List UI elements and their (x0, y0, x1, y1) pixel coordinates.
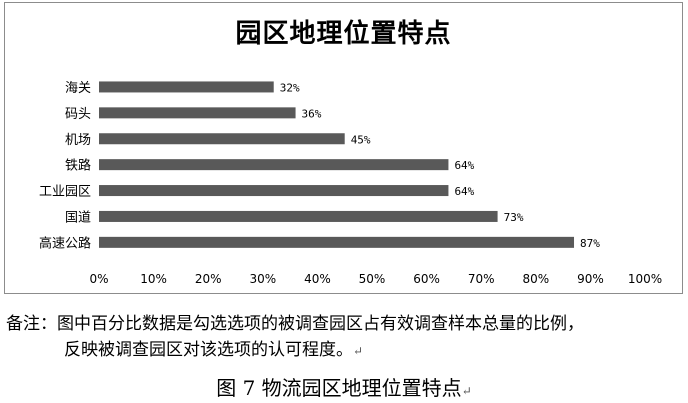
x-tick-label: 80% (522, 272, 549, 286)
x-tick-label: 50% (359, 272, 386, 286)
bar (99, 185, 449, 197)
category-label: 国道 (65, 210, 91, 225)
x-tick-label: 10% (140, 272, 167, 286)
bar (99, 210, 498, 222)
chart-note: 备注：图中百分比数据是勾选选项的被调查园区占有效调查样本总量的比例， 反映被调查… (6, 311, 686, 364)
paragraph-mark-icon: ↵ (353, 344, 364, 358)
data-label: 87% (580, 237, 600, 250)
chart-frame: 园区地理位置特点 海关 32% 码头 36% 机场 45% 铁路 64% 工业园区 64% 国道 73… (4, 2, 683, 294)
x-tick-label: 0% (89, 272, 108, 286)
bar (99, 236, 575, 248)
x-tick-label: 20% (195, 272, 222, 286)
category-label: 工业园区 (39, 185, 91, 200)
data-label: 36% (302, 107, 322, 120)
paragraph-mark-icon: ↵ (461, 384, 472, 398)
data-label: 73% (504, 211, 524, 224)
x-tick-label: 30% (249, 272, 276, 286)
x-tick-label: 90% (577, 272, 604, 286)
data-label: 64% (454, 159, 474, 172)
note-line-1: 备注：图中百分比数据是勾选选项的被调查园区占有效调查样本总量的比例， (6, 314, 584, 334)
data-label: 64% (454, 185, 474, 198)
x-tick-label: 70% (468, 272, 495, 286)
bar (99, 107, 296, 119)
figure-caption-text: 图 7 物流园区地理位置特点 (216, 376, 462, 400)
category-label: 铁路 (65, 158, 91, 174)
data-label: 32% (280, 81, 300, 94)
figure-caption: 图 7 物流园区地理位置特点↵ (0, 372, 688, 401)
note-line-2: 反映被调查园区对该选项的认可程度。↵ (6, 337, 686, 364)
data-label: 45% (351, 133, 371, 146)
category-label: 码头 (65, 107, 91, 122)
chart-title: 园区地理位置特点 (235, 19, 452, 49)
bar (99, 133, 345, 145)
bar (99, 159, 449, 171)
bar-chart: 海关 32% 码头 36% 机场 45% 铁路 64% 工业园区 64% 国道 73% 高速公路 87% 0… (39, 81, 662, 286)
bar (99, 81, 274, 93)
category-label: 海关 (65, 81, 91, 96)
x-tick-label: 100% (628, 272, 662, 286)
category-label: 高速公路 (39, 235, 91, 251)
x-tick-label: 40% (304, 272, 331, 286)
note-line-2-text: 反映被调查园区对该选项的认可程度。 (64, 340, 353, 360)
category-label: 机场 (65, 133, 91, 148)
x-tick-label: 60% (413, 272, 440, 286)
